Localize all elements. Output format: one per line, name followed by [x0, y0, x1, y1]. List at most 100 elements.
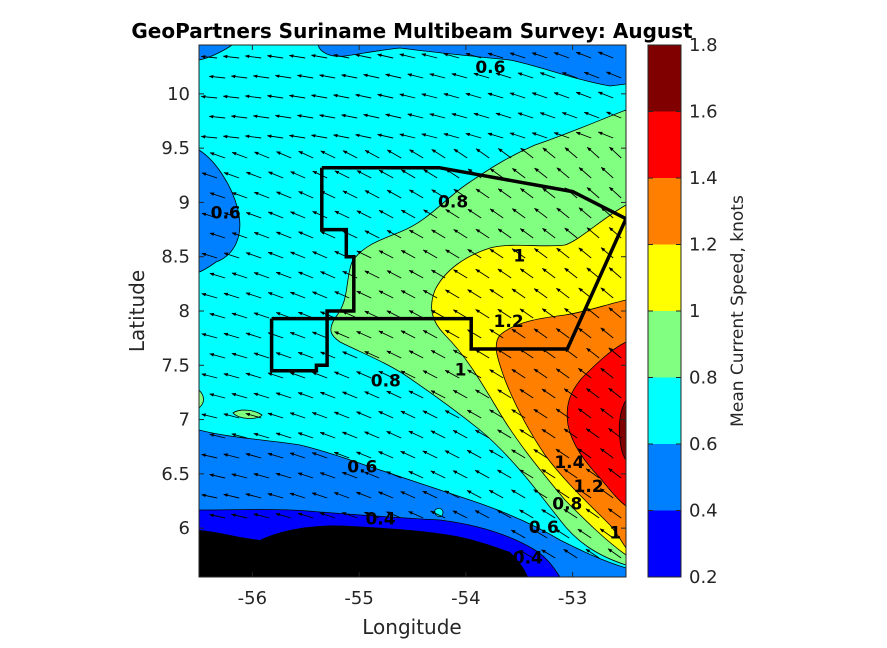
current-vector	[430, 430, 446, 439]
current-vector	[533, 288, 548, 299]
current-vector	[599, 488, 614, 499]
current-vector	[444, 410, 460, 419]
current-vector	[600, 287, 614, 299]
current-vector	[431, 189, 446, 199]
x-tick-label: -56	[238, 588, 267, 609]
current-vector	[431, 229, 446, 239]
current-vector	[312, 210, 328, 219]
current-vector	[209, 473, 226, 479]
current-vector	[311, 331, 328, 339]
current-vector	[275, 472, 292, 479]
current-vector	[208, 114, 226, 119]
current-vector	[519, 388, 534, 399]
current-vector	[443, 93, 460, 99]
current-vector	[288, 134, 306, 139]
current-vector	[541, 308, 556, 319]
current-vector	[289, 331, 306, 339]
current-vector	[430, 390, 446, 399]
current-vector	[430, 510, 446, 519]
current-vector	[289, 452, 306, 459]
contour-label: 0.8	[438, 192, 468, 212]
current-vector	[408, 269, 424, 279]
contour-label: 0.6	[211, 203, 241, 223]
current-vector	[533, 489, 548, 499]
current-vector	[444, 490, 460, 499]
current-vector	[555, 328, 570, 339]
current-vector	[377, 53, 394, 59]
current-vector	[341, 512, 358, 519]
x-tick-label: -55	[344, 588, 373, 609]
current-vector	[531, 132, 548, 139]
current-vector	[586, 388, 600, 399]
y-tick-label: 8.5	[161, 247, 190, 268]
current-vector	[409, 149, 424, 159]
current-vector	[253, 151, 270, 159]
current-vector	[466, 409, 482, 419]
current-vector	[509, 52, 526, 59]
current-vector	[341, 73, 358, 79]
current-vector	[333, 53, 350, 59]
current-vector	[600, 448, 614, 459]
current-vector	[489, 329, 504, 339]
colorbar-segment	[648, 111, 681, 178]
current-vector	[275, 432, 292, 439]
current-vector	[408, 310, 424, 319]
current-vector	[244, 94, 262, 99]
current-vector	[201, 252, 218, 259]
current-vector	[600, 367, 614, 379]
current-vector	[378, 410, 394, 419]
current-vector	[319, 472, 336, 479]
current-vector	[608, 307, 622, 319]
colorbar-segment	[648, 377, 681, 444]
contour-label: 0.8	[371, 372, 401, 392]
current-vector	[608, 468, 622, 479]
current-vector	[245, 332, 262, 339]
current-vector	[489, 369, 504, 379]
current-vector	[541, 509, 556, 519]
current-vector	[319, 391, 336, 399]
current-vector	[201, 373, 218, 379]
current-vector	[223, 172, 240, 179]
current-vector	[541, 428, 556, 439]
current-vector	[489, 208, 504, 219]
current-vector	[356, 330, 372, 339]
current-vector	[422, 450, 438, 459]
current-vector	[408, 390, 424, 399]
x-axis-ticks: -56 -55 -54 -53	[238, 45, 587, 609]
x-axis-label: Longitude	[362, 615, 461, 639]
current-vector	[542, 227, 556, 239]
current-vector	[512, 168, 526, 179]
current-vector	[465, 92, 482, 99]
colorbar-segment	[648, 510, 681, 577]
current-vector	[408, 350, 424, 359]
current-vector	[421, 93, 438, 99]
current-vector	[200, 135, 218, 139]
current-vector	[585, 508, 600, 519]
current-vector	[377, 491, 394, 499]
current-vector	[423, 169, 438, 179]
current-vector	[511, 409, 526, 419]
current-vector	[296, 114, 314, 119]
current-vector	[245, 493, 262, 499]
current-vector	[443, 53, 460, 59]
current-vector	[297, 271, 314, 279]
current-vector	[575, 91, 592, 99]
current-vector	[474, 510, 490, 519]
current-vector	[473, 72, 490, 79]
current-vector	[520, 147, 534, 159]
current-vector	[267, 412, 284, 419]
current-vector	[421, 53, 438, 59]
current-vector	[385, 511, 402, 519]
current-vector	[497, 469, 512, 479]
current-vector	[577, 408, 592, 419]
current-vector	[430, 350, 446, 359]
current-vector	[208, 74, 226, 79]
current-vector	[465, 132, 482, 139]
contour-band-0.4-0.6-west	[199, 149, 241, 273]
current-vector	[223, 493, 240, 499]
current-vector	[497, 228, 512, 239]
current-vector	[407, 113, 424, 119]
current-vector	[511, 449, 526, 459]
current-vector	[399, 53, 416, 59]
contour-label: 1.4	[554, 453, 584, 473]
